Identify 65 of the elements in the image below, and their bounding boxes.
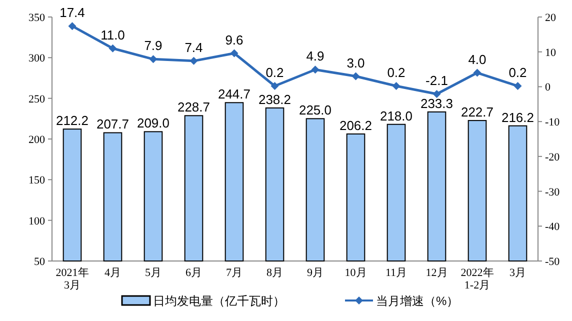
data-label: 206.2 [339, 118, 372, 133]
y2-tick-label: 10 [545, 46, 556, 59]
x-tick-label: 3月 [510, 267, 526, 279]
x-tick-label: 11月 [385, 267, 408, 279]
x-tick-label: 5月 [145, 267, 162, 279]
point [190, 56, 198, 65]
y2-tick-label: -40 [545, 221, 560, 234]
data-label: 3.0 [346, 55, 365, 70]
point [108, 44, 117, 52]
x-tick-label: 9月 [307, 267, 324, 279]
data-label: 244.7 [218, 86, 251, 102]
data-label: 209.0 [136, 116, 170, 131]
data-label: 222.7 [460, 104, 494, 120]
x-tick-label: 2022年 1-2月 [460, 267, 494, 292]
point [68, 22, 76, 30]
y-tick-label: 150 [28, 174, 46, 187]
data-label: 11.0 [100, 27, 125, 42]
y2-tick-label: -30 [545, 186, 560, 198]
y-tick-label: 50 [34, 256, 46, 268]
data-label: 9.6 [225, 32, 244, 48]
y2-tick-label: 0 [545, 82, 551, 94]
x-tick-label: 6月 [186, 267, 202, 279]
point [311, 66, 320, 74]
data-label: 238.2 [258, 92, 292, 107]
x-tick-label: 4月 [104, 267, 121, 279]
x-tick-label: 12月 [426, 267, 448, 279]
point [432, 90, 441, 98]
y-tick-label: 300 [28, 52, 46, 65]
y-tick-label: 100 [28, 215, 46, 228]
data-label: -2.1 [426, 73, 448, 88]
point [514, 82, 522, 90]
data-label: 0.2 [508, 65, 527, 80]
point [149, 55, 158, 64]
data-label: 207.7 [96, 116, 130, 132]
y2-tick-label: -50 [545, 256, 560, 268]
data-label: 212.2 [56, 113, 89, 128]
y2-tick-label: -20 [545, 151, 560, 164]
data-label: 0.2 [387, 65, 406, 80]
x-tick-label: 7月 [226, 267, 242, 279]
point [352, 72, 360, 80]
point [473, 68, 482, 77]
data-label: 0.2 [266, 65, 284, 80]
data-label: 7.9 [144, 38, 162, 54]
y2-tick-label: -10 [545, 116, 560, 129]
x-tick-label: 8月 [266, 267, 283, 279]
legend-label: 日均发电量（亿千瓦时） [153, 294, 285, 308]
y-tick-label: 350 [28, 12, 46, 24]
y-tick-label: 200 [28, 134, 46, 146]
point [270, 82, 279, 90]
data-label: 228.7 [177, 100, 210, 115]
data-label: 216.2 [501, 110, 534, 125]
x-tick-label: 2021年 3月 [56, 267, 89, 292]
data-label: 4.9 [306, 48, 324, 64]
legend-label: 当月增速（%） [376, 294, 459, 308]
data-label: 7.4 [184, 40, 203, 55]
data-label: 17.4 [60, 5, 85, 20]
y2-tick-label: 20 [545, 12, 556, 24]
data-label: 218.0 [380, 108, 413, 124]
data-label: 4.0 [468, 52, 486, 67]
data-label: 233.3 [420, 96, 454, 111]
data-label: 225.0 [298, 102, 332, 118]
point [392, 82, 400, 90]
y-tick-label: 250 [28, 93, 46, 106]
point [230, 49, 238, 58]
x-tick-label: 10月 [344, 267, 367, 279]
